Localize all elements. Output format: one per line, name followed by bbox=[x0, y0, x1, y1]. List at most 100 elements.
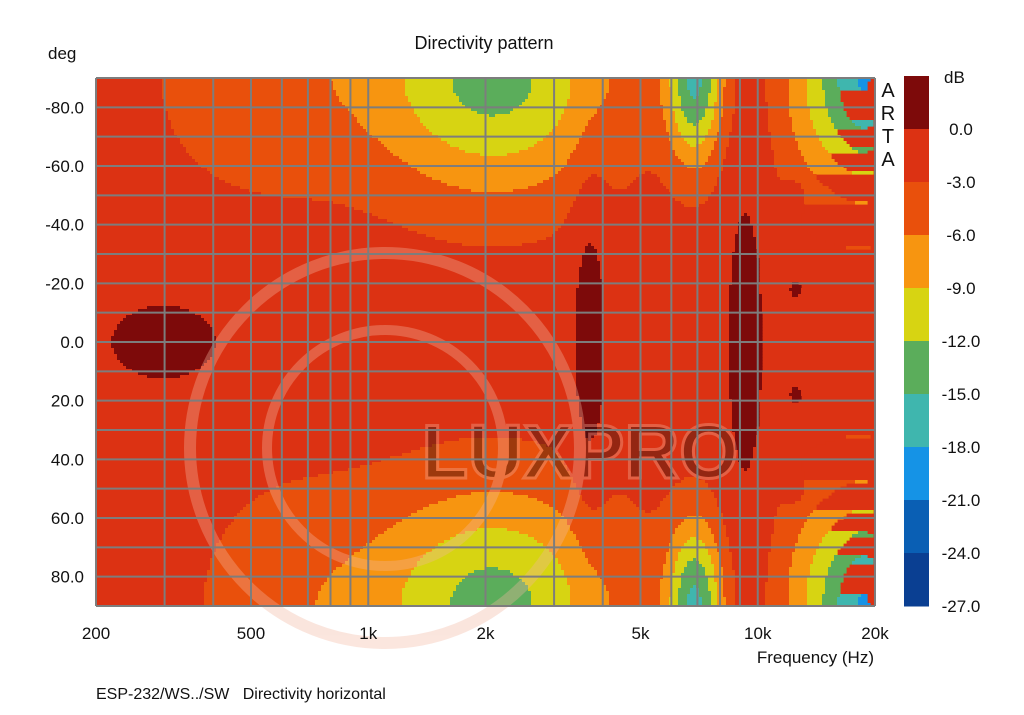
heatmap-cell bbox=[96, 264, 583, 268]
heatmap-cell bbox=[567, 576, 601, 580]
heatmap-cell bbox=[813, 561, 832, 565]
heatmap-cell bbox=[723, 96, 736, 100]
heatmap-cell bbox=[579, 396, 604, 400]
heatmap-cell bbox=[846, 246, 871, 250]
heatmap-cell bbox=[681, 132, 709, 136]
heatmap-cell bbox=[636, 504, 661, 508]
heatmap-cell bbox=[768, 126, 793, 130]
heatmap-cell bbox=[777, 168, 811, 172]
heatmap-cell bbox=[96, 525, 229, 529]
heatmap-cell bbox=[603, 348, 730, 352]
heatmap-cell bbox=[588, 558, 667, 562]
heatmap-cell bbox=[678, 78, 688, 82]
heatmap-cell bbox=[531, 597, 571, 601]
heatmap-cell bbox=[570, 84, 610, 88]
heatmap-cell bbox=[765, 78, 790, 82]
heatmap-cell bbox=[711, 528, 727, 532]
heatmap-cell bbox=[549, 549, 583, 553]
heatmap-cell bbox=[789, 114, 811, 118]
heatmap-cell bbox=[717, 501, 796, 505]
heatmap-cell bbox=[342, 564, 418, 568]
heatmap-cell bbox=[723, 582, 736, 586]
heatmap-cell bbox=[96, 381, 577, 385]
heatmap-cell bbox=[789, 573, 811, 577]
heatmap-cell bbox=[807, 579, 826, 583]
heatmap-cell bbox=[459, 438, 523, 442]
heatmap-cell bbox=[96, 147, 187, 151]
heatmap-cell bbox=[687, 84, 703, 88]
heatmap-cell bbox=[603, 384, 730, 388]
heatmap-cell bbox=[723, 108, 736, 112]
heatmap-cell bbox=[789, 585, 808, 589]
heatmap-cell bbox=[681, 96, 694, 100]
heatmap-cell bbox=[735, 240, 757, 244]
heatmap-cell bbox=[789, 597, 808, 601]
heatmap-cell bbox=[210, 558, 349, 562]
heatmap-cell bbox=[96, 339, 112, 343]
heatmap-cell bbox=[333, 570, 412, 574]
heatmap-cell bbox=[672, 573, 682, 577]
heatmap-cell bbox=[459, 99, 526, 103]
heatmap-cell bbox=[96, 243, 463, 247]
heatmap-cell bbox=[732, 402, 760, 406]
heatmap-cell bbox=[660, 591, 673, 595]
heatmap-cell bbox=[441, 138, 544, 142]
heatmap-cell bbox=[678, 156, 709, 160]
heatmap-cell bbox=[576, 387, 604, 391]
heatmap-cell bbox=[711, 594, 718, 598]
heatmap-cell bbox=[681, 573, 706, 577]
heatmap-cell bbox=[555, 507, 592, 511]
heatmap-cell bbox=[729, 345, 763, 349]
heatmap-cell bbox=[348, 468, 568, 472]
heatmap-cell bbox=[603, 315, 730, 319]
heatmap-cell bbox=[684, 138, 706, 142]
heatmap-cell bbox=[222, 537, 376, 541]
heatmap-cell bbox=[336, 90, 406, 94]
heatmap-cell bbox=[333, 84, 406, 88]
heatmap-cell bbox=[570, 591, 610, 595]
heatmap-cell bbox=[603, 294, 730, 298]
heatmap-cell bbox=[603, 357, 730, 361]
heatmap-cell bbox=[582, 426, 598, 430]
heatmap-cell bbox=[660, 93, 673, 97]
heatmap-cell bbox=[567, 216, 742, 220]
heatmap-cell bbox=[753, 453, 805, 457]
heatmap-cell bbox=[447, 141, 538, 145]
heatmap-cell bbox=[681, 480, 706, 484]
heatmap-cell bbox=[426, 126, 556, 130]
heatmap-cell bbox=[225, 180, 442, 184]
heatmap-cell bbox=[798, 534, 826, 538]
heatmap-cell bbox=[780, 177, 817, 181]
heatmap-cell bbox=[417, 114, 490, 118]
heatmap-cell bbox=[729, 540, 772, 544]
heatmap-cell bbox=[645, 171, 652, 175]
heatmap-cell bbox=[741, 216, 751, 220]
heatmap-cell bbox=[513, 108, 565, 112]
y-tick-label: -40.0 bbox=[45, 216, 84, 235]
heatmap-cell bbox=[513, 189, 580, 193]
heatmap-cell bbox=[729, 384, 763, 388]
heatmap-cell bbox=[825, 90, 841, 94]
heatmap-cell bbox=[96, 591, 205, 595]
heatmap-cell bbox=[813, 171, 853, 175]
heatmap-cell bbox=[216, 336, 577, 340]
heatmap-cell bbox=[729, 354, 763, 358]
heatmap-cell bbox=[732, 558, 769, 562]
heatmap-cell bbox=[804, 525, 832, 529]
heatmap-cell bbox=[258, 495, 457, 499]
heatmap-cell bbox=[588, 177, 604, 181]
heatmap-cell bbox=[765, 90, 790, 94]
heatmap-cell bbox=[768, 573, 790, 577]
heatmap-cell bbox=[702, 81, 712, 85]
heatmap-cell bbox=[207, 570, 334, 574]
colorbar-tick-label: -18.0 bbox=[942, 438, 981, 457]
heatmap-cell bbox=[774, 162, 808, 166]
heatmap-cell bbox=[96, 585, 205, 589]
heatmap-cell bbox=[456, 534, 529, 538]
heatmap-cell bbox=[756, 246, 847, 250]
heatmap-cell bbox=[576, 315, 604, 319]
heatmap-cell bbox=[603, 303, 730, 307]
heatmap-cell bbox=[789, 570, 811, 574]
heatmap-cell bbox=[765, 93, 790, 97]
heatmap-cell bbox=[669, 603, 679, 607]
